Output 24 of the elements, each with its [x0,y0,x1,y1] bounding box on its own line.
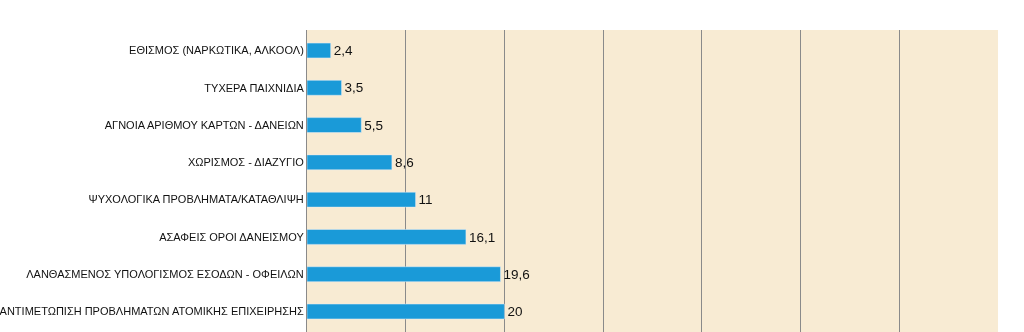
data-label: 2,4 [333,43,353,59]
bar [307,80,342,96]
bar [307,229,467,245]
bar [307,266,501,282]
y-tick-label: ΨΥΧΟΛΟΓΙΚΑ ΠΡΟΒΛΗΜΑΤΑ/ΚΑΤΑΘΛΙΨΗ [88,193,304,206]
y-tick-label: ΧΩΡΙΣΜΟΣ - ΔΙΑΖΥΓΙΟ [187,156,305,169]
data-label: 19,6 [503,266,530,282]
bar [307,191,416,208]
data-label: 8,6 [394,154,414,170]
y-tick-label: ΕΘΙΣΜΟΣ (ΝΑΡΚΩΤΙΚΑ, ΑΛΚΟΟΛ) [129,44,304,57]
y-tick-label: ΑΣΑΦΕΙΣ ΟΡΟΙ ΔΑΝΕΙΣΜΟΥ [159,230,305,243]
y-tick-label: ΑΝΤΙΜΕΤΩΠΙΣΗ ΠΡΟΒΛΗΜΑΤΩΝ ΑΤΟΜΙΚΗΣ ΕΠΙΧΕΙΡΗΣΗΣ [0,305,304,318]
data-label: 3,5 [344,80,364,96]
data-label: 20 [507,304,523,320]
y-tick-label: ΑΓΝΟΙΑ ΑΡΙΘΜΟΥ ΚΑΡΤΩΝ - ΔΑΝΕΙΩΝ [104,118,304,131]
data-label: 5,5 [364,117,384,133]
data-label: 16,1 [468,229,496,245]
data-label: 11 [418,192,433,208]
bar [307,117,362,133]
y-tick-label: ΛΑΝΘΑΣΜΕΝΟΣ ΥΠΟΛΟΓΙΣΜΟΣ ΕΣΟΔΩΝ - ΟΦΕΙΛΩΝ [26,268,304,281]
y-tick-label: ΤΥΧΕΡΑ ΠΑΙΧΝΙΔΙΑ [204,81,305,94]
bar [307,303,505,320]
bar [307,154,393,171]
bar [307,42,331,59]
